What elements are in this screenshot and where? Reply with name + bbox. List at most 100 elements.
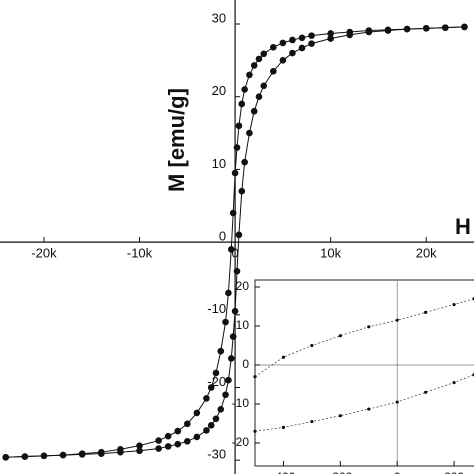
- data-point: [270, 43, 277, 51]
- data-point: [250, 62, 258, 69]
- data-point: [308, 32, 315, 39]
- data-point: [238, 100, 246, 108]
- data-point: [231, 307, 239, 315]
- x-tick-label: -400: [271, 470, 295, 474]
- data-point: [298, 34, 306, 42]
- data-point: [250, 107, 258, 115]
- data-point: [281, 425, 286, 429]
- data-point: [255, 93, 263, 100]
- data-point: [461, 23, 468, 31]
- data-point: [260, 50, 268, 58]
- x-tick-label: 0: [394, 470, 401, 474]
- data-point: [395, 400, 399, 404]
- data-point: [203, 395, 210, 402]
- data-point: [241, 86, 248, 93]
- data-point: [227, 246, 235, 253]
- x-tick-label: -10k: [127, 246, 153, 261]
- data-point: [217, 405, 225, 413]
- y-tick-label: 20: [236, 279, 250, 293]
- data-point: [298, 44, 306, 52]
- x-tick-label: -200: [328, 470, 352, 474]
- data-point: [235, 122, 243, 130]
- y-tick-label: -30: [207, 447, 226, 462]
- data-point: [174, 440, 182, 448]
- data-point: [136, 442, 143, 449]
- data-point: [59, 451, 67, 459]
- data-point: [117, 445, 124, 453]
- data-point: [217, 347, 225, 355]
- data-point: [229, 333, 237, 340]
- data-point: [338, 334, 342, 338]
- data-point: [310, 343, 314, 348]
- data-point: [424, 310, 428, 314]
- data-point: [253, 429, 257, 433]
- data-point: [40, 452, 48, 460]
- x-tick-label: 20k: [416, 246, 437, 261]
- data-point: [233, 144, 241, 151]
- data-point: [384, 26, 392, 34]
- data-point: [327, 35, 334, 42]
- data-point: [193, 409, 201, 417]
- data-point: [184, 437, 191, 445]
- data-point: [241, 158, 248, 166]
- data-point: [227, 355, 235, 362]
- y-tick-label: 0: [242, 357, 249, 371]
- data-point: [136, 447, 143, 455]
- data-point: [367, 407, 371, 411]
- data-point: [365, 27, 373, 34]
- data-point: [289, 36, 296, 44]
- data-point: [346, 28, 354, 36]
- data-point: [327, 30, 334, 37]
- data-point: [164, 443, 172, 450]
- x-tick-label: 0: [231, 246, 238, 261]
- data-point: [422, 25, 430, 32]
- data-point: [424, 390, 428, 394]
- inset-frame: [254, 279, 474, 467]
- data-point: [174, 427, 182, 435]
- data-point: [395, 318, 399, 322]
- data-point: [184, 420, 191, 428]
- data-point: [225, 376, 232, 384]
- x-tick-label: 10k: [320, 246, 341, 261]
- data-point: [233, 267, 241, 275]
- data-point: [155, 445, 162, 452]
- data-point: [452, 302, 456, 307]
- data-point: [229, 209, 237, 217]
- y-tick-label: -20: [232, 435, 250, 449]
- data-point: [246, 129, 253, 137]
- data-point: [279, 57, 287, 64]
- y-tick-label: 30: [212, 10, 226, 25]
- data-point: [78, 450, 86, 457]
- y-tick-label: 10: [236, 318, 250, 332]
- data-point: [231, 169, 239, 177]
- data-point: [164, 432, 172, 440]
- data-point: [235, 231, 243, 239]
- data-point: [97, 448, 105, 456]
- data-point: [442, 24, 449, 31]
- x-tick-label: 200: [444, 470, 464, 474]
- y-tick-label: -10: [232, 396, 250, 410]
- y-tick-label: -10: [207, 301, 226, 316]
- data-point: [222, 391, 229, 399]
- y-tick-label: 10: [212, 156, 226, 171]
- data-point: [289, 49, 296, 57]
- data-point: [238, 187, 246, 195]
- data-point: [403, 25, 411, 33]
- data-point: [367, 325, 371, 329]
- data-point: [255, 55, 263, 63]
- x-axis-label: H: [455, 214, 471, 239]
- data-point: [207, 421, 215, 429]
- data-point: [212, 415, 220, 423]
- y-tick-label: 20: [212, 83, 226, 98]
- x-tick-label: -20k: [31, 246, 57, 261]
- data-point: [281, 355, 286, 359]
- data-point: [246, 71, 253, 79]
- data-point: [21, 453, 29, 460]
- data-point: [452, 380, 456, 385]
- y-axis-label: M [emu/g]: [164, 88, 189, 192]
- data-point: [270, 67, 277, 75]
- data-point: [308, 40, 315, 47]
- data-point: [310, 419, 314, 424]
- data-point: [222, 318, 229, 326]
